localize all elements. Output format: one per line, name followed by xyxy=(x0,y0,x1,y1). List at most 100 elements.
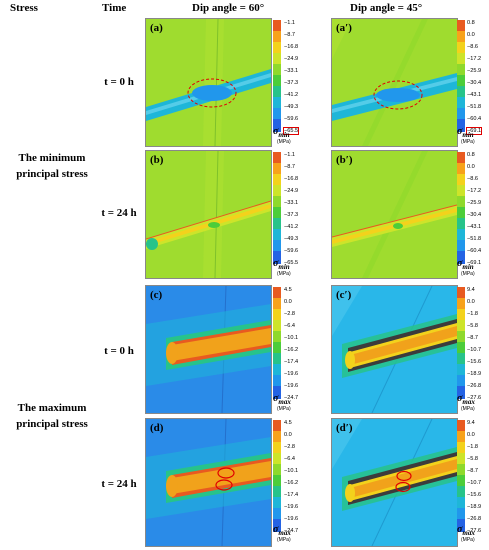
panel-label-c-prime: (c′) xyxy=(336,289,352,301)
tick-label: −10.7 xyxy=(467,347,482,353)
panel-label-a: (a) xyxy=(150,22,163,34)
colorbar-title-max45-row3: σmax xyxy=(457,393,475,406)
tick-label: −30.4 xyxy=(467,80,482,86)
tick-label: −33.1 xyxy=(284,200,299,206)
tick-label: −51.8 xyxy=(467,104,482,110)
colorbar-unit-max60-row3: (MPa) xyxy=(277,406,291,412)
tick-label: −1.8 xyxy=(467,444,479,450)
tick-label: −19.6 xyxy=(284,383,299,389)
tick-label: −10.1 xyxy=(284,335,299,341)
tick-label: −27.6 xyxy=(467,528,482,534)
tick-label: −6.4 xyxy=(284,456,296,462)
panel-label-b-prime: (b′) xyxy=(336,154,353,166)
colorbar-title-min60-row2: σmin xyxy=(273,258,290,271)
contour-panel-d: (d) xyxy=(145,418,272,547)
tick-label: −41.2 xyxy=(284,224,299,230)
colorbar-unit-min45-row1: (MPa) xyxy=(461,139,475,145)
tick-label: 0.8 xyxy=(467,20,475,26)
tick-label: 0.0 xyxy=(467,32,475,38)
colorbar-min60-row1 xyxy=(273,20,281,132)
contour-panel-a-prime: (a′) xyxy=(331,18,458,147)
tick-label: −2.8 xyxy=(284,444,296,450)
time-label-row3: t = 0 h xyxy=(104,345,134,357)
group-label-min: The minimum principal stress xyxy=(16,152,88,180)
tick-label: −8.7 xyxy=(284,164,296,170)
contour-panel-b: (b) xyxy=(145,150,272,279)
tick-label: −60.4 xyxy=(467,116,482,122)
colorbar-max60-row4 xyxy=(273,420,281,532)
header-time: Time xyxy=(102,2,127,14)
contour-panel-d-prime: (d′) xyxy=(331,418,458,547)
header-dip-60: Dip angle = 60° xyxy=(192,2,265,14)
contour-panel-b-prime: (b′) xyxy=(331,150,458,279)
tick-label-highlighted: −65.5 xyxy=(282,127,300,135)
colorbar-title-min45-row1: σmin xyxy=(457,126,474,139)
tick-label: −19.6 xyxy=(284,516,299,522)
contour-panel-a: (a) xyxy=(145,18,272,147)
tick-label: 0.0 xyxy=(284,299,292,305)
tick-label: −43.1 xyxy=(467,92,482,98)
tick-label: −37.3 xyxy=(284,212,299,218)
colorbar-title-max45-row4: σmax xyxy=(457,524,475,537)
tick-label: −24.7 xyxy=(284,395,299,401)
tick-label: −16.8 xyxy=(284,44,299,50)
tick-label: −24.7 xyxy=(284,528,299,534)
tick-label: −26.8 xyxy=(467,516,482,522)
colorbar-title-max60-row4: σmax xyxy=(273,524,291,537)
tick-label: 0.8 xyxy=(467,152,475,158)
tick-label: −15.6 xyxy=(467,492,482,498)
tick-label: −16.2 xyxy=(284,347,299,353)
tick-label: −60.4 xyxy=(467,248,482,254)
header-stress: Stress xyxy=(10,2,38,14)
tick-label: −43.1 xyxy=(467,224,482,230)
time-label-row2: t = 24 h xyxy=(101,207,137,219)
colorbar-unit-min45-row2: (MPa) xyxy=(461,271,475,277)
tick-label: −19.6 xyxy=(284,371,299,377)
tick-label: −37.3 xyxy=(284,80,299,86)
tick-label: −17.4 xyxy=(284,492,299,498)
colorbar-title-min45-row2: σmin xyxy=(457,258,474,271)
panel-label-d: (d) xyxy=(150,422,164,434)
tick-label: −65.5 xyxy=(284,260,299,266)
tick-label: −17.2 xyxy=(467,56,482,62)
tick-label: 4.5 xyxy=(284,420,292,426)
tick-label: −15.6 xyxy=(467,359,482,365)
tick-label: −59.6 xyxy=(284,116,299,122)
colorbar-unit-max45-row4: (MPa) xyxy=(461,537,475,543)
colorbar-unit-min60-row2: (MPa) xyxy=(277,271,291,277)
tick-label: −49.3 xyxy=(284,104,299,110)
contour-panel-c: (c) xyxy=(145,285,272,414)
colorbar-unit-max45-row3: (MPa) xyxy=(461,406,475,412)
colorbar-title-max60-row3: σmax xyxy=(273,393,291,406)
tick-label: −10.7 xyxy=(467,480,482,486)
panel-label-a-prime: (a′) xyxy=(336,22,352,34)
group-label-max: The maximum principal stress xyxy=(16,402,88,430)
colorbar-min60-row2 xyxy=(273,152,281,264)
tick-label: 9.4 xyxy=(467,287,475,293)
tick-label: −16.8 xyxy=(284,176,299,182)
time-label-row1: t = 0 h xyxy=(104,76,134,88)
colorbar-min45-row2 xyxy=(457,152,465,264)
tick-label: −25.9 xyxy=(467,68,482,74)
tick-label: −24.9 xyxy=(284,56,299,62)
colorbar-unit-max60-row4: (MPa) xyxy=(277,537,291,543)
colorbar-unit-min60-row1: (MPa) xyxy=(277,139,291,145)
tick-label: −24.9 xyxy=(284,188,299,194)
tick-label: −10.1 xyxy=(284,468,299,474)
panel-label-d-prime: (d′) xyxy=(336,422,353,434)
tick-label: 0.0 xyxy=(467,299,475,305)
tick-label: −8.7 xyxy=(284,32,296,38)
colorbar-max45-row4 xyxy=(457,420,465,532)
header-dip-45: Dip angle = 45° xyxy=(350,2,423,14)
tick-label: −8.7 xyxy=(467,335,479,341)
tick-label-highlighted: −69.1 xyxy=(465,127,483,135)
tick-label: 0.0 xyxy=(284,432,292,438)
tick-label: −2.8 xyxy=(284,311,296,317)
tick-label: 0.0 xyxy=(467,164,475,170)
tick-label: −1.1 xyxy=(284,20,296,26)
tick-label: −59.6 xyxy=(284,248,299,254)
tick-label: −16.2 xyxy=(284,480,299,486)
colorbar-max60-row3 xyxy=(273,287,281,399)
colorbar-title-min60-row1: σmin xyxy=(273,126,290,139)
panel-label-b: (b) xyxy=(150,154,164,166)
